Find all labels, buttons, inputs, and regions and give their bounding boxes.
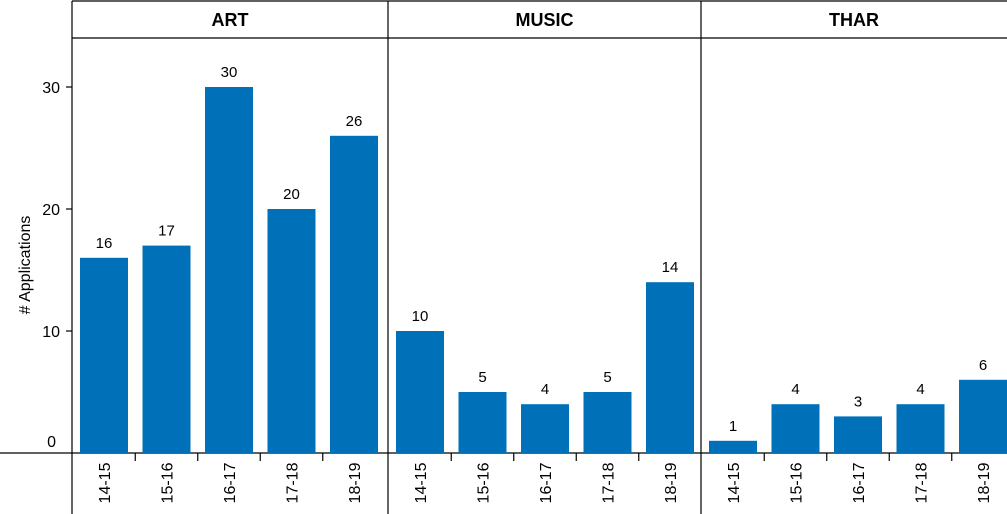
data-label: 4 bbox=[916, 381, 924, 398]
data-label: 16 bbox=[96, 235, 113, 252]
data-label: 1 bbox=[729, 418, 737, 435]
panel-headers: ART MUSIC THAR bbox=[212, 10, 880, 30]
x-tick-label: 16-17 bbox=[851, 462, 868, 503]
data-label: 4 bbox=[791, 381, 799, 398]
bar bbox=[143, 246, 191, 453]
x-tick-label: 17-18 bbox=[285, 462, 302, 503]
y-tick-label: 10 bbox=[42, 324, 60, 341]
bar bbox=[646, 282, 694, 453]
bar bbox=[80, 258, 128, 453]
bar bbox=[959, 380, 1007, 453]
data-label: 30 bbox=[221, 64, 238, 81]
bar bbox=[396, 331, 444, 453]
x-tick-label: 14-15 bbox=[97, 462, 114, 503]
x-tick-label: 17-18 bbox=[914, 462, 931, 503]
bar bbox=[834, 416, 882, 453]
bar bbox=[268, 209, 316, 453]
x-tick-label: 15-16 bbox=[160, 462, 177, 503]
data-label: 5 bbox=[478, 369, 486, 386]
bar bbox=[897, 404, 945, 453]
data-label: 4 bbox=[541, 381, 549, 398]
bar bbox=[205, 87, 253, 453]
x-tick-label: 15-16 bbox=[476, 462, 493, 503]
y-tick-label: 20 bbox=[42, 202, 60, 219]
data-label: 14 bbox=[662, 259, 679, 276]
y-tick-label: 30 bbox=[42, 80, 60, 97]
panel-title-art: ART bbox=[212, 10, 249, 30]
bar bbox=[459, 392, 507, 453]
data-label: 17 bbox=[158, 223, 175, 240]
x-tick-label: 16-17 bbox=[538, 462, 555, 503]
x-tick-label: 15-16 bbox=[789, 462, 806, 503]
y-axis-title: # Applications bbox=[17, 216, 34, 315]
data-label: 3 bbox=[854, 393, 862, 410]
bar bbox=[330, 136, 378, 453]
data-label: 6 bbox=[979, 357, 987, 374]
data-label: 26 bbox=[346, 113, 363, 130]
bar bbox=[521, 404, 569, 453]
x-tick-label: 18-19 bbox=[347, 462, 364, 503]
bar bbox=[584, 392, 632, 453]
panel-title-thar: THAR bbox=[829, 10, 879, 30]
data-label: 5 bbox=[603, 369, 611, 386]
x-tick-label: 14-15 bbox=[726, 462, 743, 503]
bar bbox=[709, 441, 757, 453]
x-tick-label: 17-18 bbox=[601, 462, 618, 503]
y-axis: # Applications 0 10 20 30 bbox=[17, 80, 72, 451]
data-label: 10 bbox=[412, 308, 429, 325]
x-tick-label: 16-17 bbox=[222, 462, 239, 503]
y-tick-label: 0 bbox=[47, 434, 56, 451]
x-tick-label: 18-19 bbox=[976, 462, 993, 503]
panel-title-music: MUSIC bbox=[516, 10, 574, 30]
x-tick-label: 18-19 bbox=[663, 462, 680, 503]
x-axis: 14-15 15-16 16-17 17-18 18-19 14-15 15-16 16-17… bbox=[97, 453, 993, 503]
x-tick-label: 14-15 bbox=[413, 462, 430, 503]
data-label: 20 bbox=[283, 186, 300, 203]
bar bbox=[772, 404, 820, 453]
